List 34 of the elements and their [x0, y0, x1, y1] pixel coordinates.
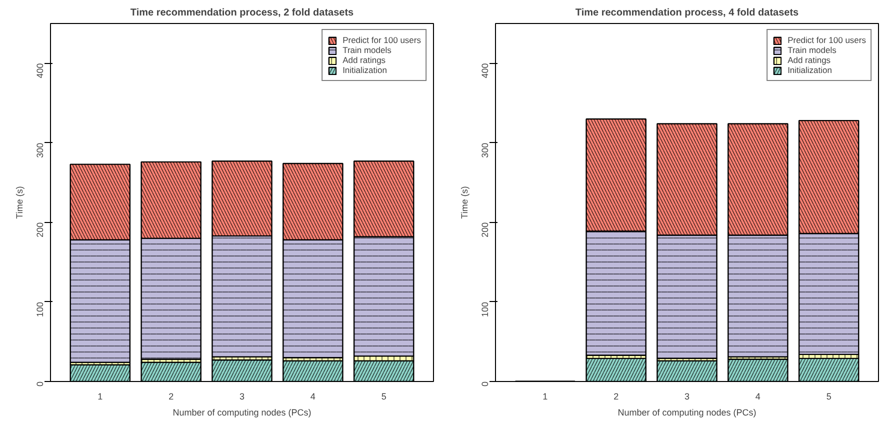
- x-tick-label: 3: [684, 392, 690, 402]
- x-tick-label: 1: [98, 392, 103, 402]
- legend-label: Train models: [342, 45, 392, 55]
- legend-label: Train models: [788, 45, 836, 55]
- x-tick-label: 4: [310, 392, 316, 402]
- x-tick-label: 5: [826, 392, 832, 402]
- y-tick-label: 400: [35, 63, 45, 78]
- legend-label: Add ratings: [788, 55, 831, 65]
- y-tick-label: 200: [480, 222, 490, 238]
- x-tick-label: 2: [614, 392, 619, 402]
- x-tick-label: 5: [381, 392, 386, 402]
- x-axis-title: Number of computing nodes (PCs): [618, 408, 756, 418]
- y-tick-label: 200: [35, 222, 45, 238]
- y-axis-title: Time (s): [14, 186, 24, 219]
- y-tick-label: 0: [480, 381, 490, 387]
- y-tick-label: 300: [35, 142, 45, 158]
- y-tick-label: 400: [480, 63, 490, 78]
- legend-label: Add ratings: [342, 55, 386, 65]
- legend-label: Predict for 100 users: [342, 35, 421, 45]
- x-tick-label: 4: [755, 392, 760, 402]
- y-axis-title: Time (s): [460, 186, 470, 219]
- x-tick-label: 1: [542, 392, 548, 402]
- legend-label: Initialization: [342, 65, 387, 75]
- y-tick-label: 100: [35, 302, 45, 317]
- x-tick-label: 2: [168, 392, 174, 402]
- legend-label: Initialization: [788, 65, 832, 75]
- y-tick-label: 300: [480, 142, 490, 158]
- legend-label: Predict for 100 users: [788, 35, 866, 45]
- y-tick-label: 0: [35, 381, 45, 387]
- y-tick-label: 100: [480, 302, 490, 317]
- chart-title: Time recommendation process, 2 fold datasets: [130, 8, 354, 18]
- x-tick-label: 3: [239, 392, 245, 402]
- chart-title: Time recommendation process, 4 fold datasets: [575, 8, 800, 18]
- x-axis-title: Number of computing nodes (PCs): [172, 408, 312, 418]
